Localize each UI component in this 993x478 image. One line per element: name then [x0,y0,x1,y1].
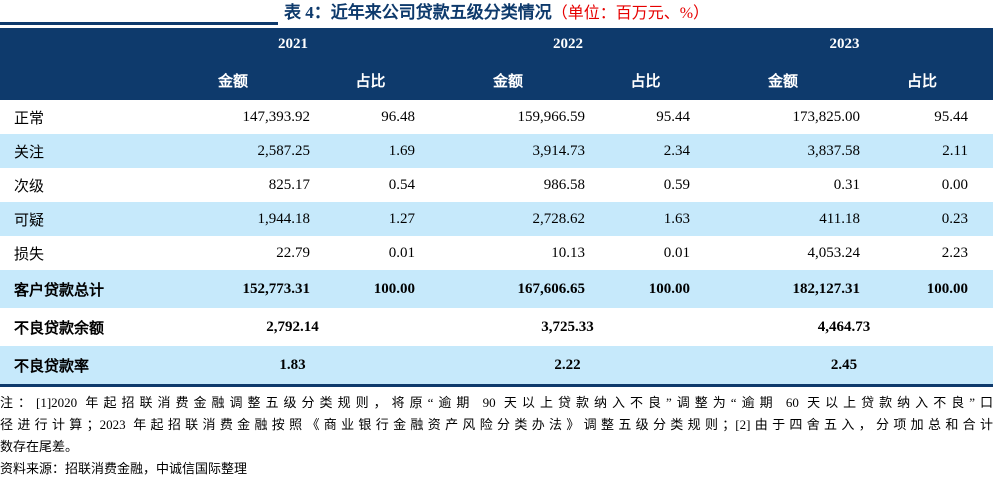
corner-header-cell [0,28,165,100]
ratio-header-2023: 占比 [875,60,993,100]
year-header-2023: 2023 [715,28,993,60]
table-row-doubtful: 可疑 1,944.18 1.27 2,728.62 1.63 411.18 0.… [0,202,993,236]
cell-amount-2023: 0.31 [833,176,860,193]
cell-amount-2022: 3,914.73 [440,134,600,168]
cell-ratio-2021: 1.69 [325,134,440,168]
cell-ratio-2022: 0.59 [663,176,690,193]
cell-amount-2023: 182,127.31 [715,270,875,308]
year-header-row: 2021 2022 2023 [0,28,993,100]
year-header-2021: 2021 [165,28,440,60]
cell-amount-2021: 22.79 [276,244,310,261]
cell-ratio-2022: 1.63 [600,202,715,236]
cell-ratio-2023: 0.00 [941,176,968,193]
table-row-loss: 损失 22.79 0.01 10.13 0.01 4,053.24 2.23 [0,236,993,270]
cell-amount-2022: 167,606.65 [440,270,600,308]
ratio-header-2022: 占比 [600,60,715,100]
row-label: 不良贷款率 [0,346,165,386]
cell-ratio-2022: 0.01 [663,244,690,261]
amount-header-2022: 金额 [440,60,600,100]
table-row-normal: 正常 147,393.92 96.48 159,966.59 95.44 173… [0,100,993,134]
row-label: 次级 [14,178,45,195]
amount-header-2021: 金额 [165,60,325,100]
cell-ratio-2023: 0.23 [875,202,993,236]
cell-npl-ratio-2022: 2.22 [440,346,715,386]
table-caption-row: 表 4：近年来公司贷款五级分类情况（单位：百万元、%） [0,0,993,26]
cell-ratio-2021: 0.01 [388,244,415,261]
cell-ratio-2021: 1.27 [325,202,440,236]
cell-ratio-2023: 95.44 [934,108,968,125]
cell-npl-balance-2021: 2,792.14 [266,318,319,335]
cell-ratio-2023: 2.11 [875,134,993,168]
year-header-2022: 2022 [440,28,715,60]
cell-amount-2023: 173,825.00 [792,108,861,125]
cell-amount-2022: 2,728.62 [440,202,600,236]
table-row-substandard: 次级 825.17 0.54 986.58 0.59 0.31 0.00 [0,168,993,202]
cell-npl-balance-2023: 4,464.73 [817,318,871,335]
source-line: 资料来源：招联消费金融，中诚信国际整理 [0,461,248,476]
table-row-npl-balance: 不良贷款余额 2,792.14 3,725.33 4,464.73 [0,308,993,346]
table-title-text: 表 4：近年来公司贷款五级分类情况 [283,3,552,22]
row-label: 关注 [0,134,165,168]
table-title: 表 4：近年来公司贷款五级分类情况（单位：百万元、%） [278,1,715,26]
cell-amount-2021: 825.17 [268,176,310,193]
cell-ratio-2023: 100.00 [875,270,993,308]
table-row-total-loans: 客户贷款总计 152,773.31 100.00 167,606.65 100.… [0,270,993,308]
caption-left-rule [0,22,278,25]
cell-amount-2022: 159,966.59 [517,108,586,125]
row-label: 损失 [14,246,45,263]
cell-ratio-2021: 100.00 [325,270,440,308]
cell-amount-2021: 147,393.92 [242,108,311,125]
cell-amount-2023: 3,837.58 [715,134,875,168]
cell-ratio-2022: 100.00 [600,270,715,308]
row-label: 可疑 [0,202,165,236]
cell-npl-balance-2022: 3,725.33 [541,318,594,335]
cell-ratio-2021: 96.48 [381,108,415,125]
cell-ratio-2023: 2.23 [941,244,968,261]
footnotes: 注：[1]2020 年起招联消费金融调整五级分类规则，将原“逾期 90 天以上贷… [0,392,993,478]
table-row-npl-ratio: 不良贷款率 1.83 2.22 2.45 [0,346,993,386]
table-row-special-mention: 关注 2,587.25 1.69 3,914.73 2.34 3,837.58 … [0,134,993,168]
sub-header-row: 金额 占比 金额 占比 金额 占比 [0,60,993,100]
footnote-line-1: 注：[1]2020 年起招联消费金融调整五级分类规则，将原“逾期 90 天以上贷… [0,395,993,410]
cell-ratio-2022: 95.44 [656,108,690,125]
row-label: 正常 [14,110,45,127]
cell-amount-2022: 986.58 [543,176,585,193]
table-title-unit: （单位：百万元、%） [551,5,710,22]
cell-amount-2023: 411.18 [715,202,875,236]
five-level-classification-table: 2021 2022 2023 金额 占比 金额 占比 金额 占比 正常 147,… [0,28,993,387]
footnote-line-3: 数存在尾差。 [0,439,79,454]
cell-npl-ratio-2021: 1.83 [165,346,440,386]
cell-amount-2021: 2,587.25 [165,134,325,168]
cell-amount-2021: 1,944.18 [165,202,325,236]
footnote-line-2: 径进行计算；2023 年起招联消费金融按照《商业银行金融资产风险分类办法》调整五… [0,417,993,432]
cell-amount-2022: 10.13 [551,244,585,261]
cell-ratio-2022: 2.34 [600,134,715,168]
amount-header-2023: 金额 [715,60,875,100]
cell-ratio-2021: 0.54 [388,176,415,193]
row-label: 不良贷款余额 [14,320,105,337]
ratio-header-2021: 占比 [325,60,440,100]
cell-npl-ratio-2023: 2.45 [715,346,993,386]
cell-amount-2023: 4,053.24 [807,244,861,261]
cell-amount-2021: 152,773.31 [165,270,325,308]
row-label: 客户贷款总计 [0,270,165,308]
